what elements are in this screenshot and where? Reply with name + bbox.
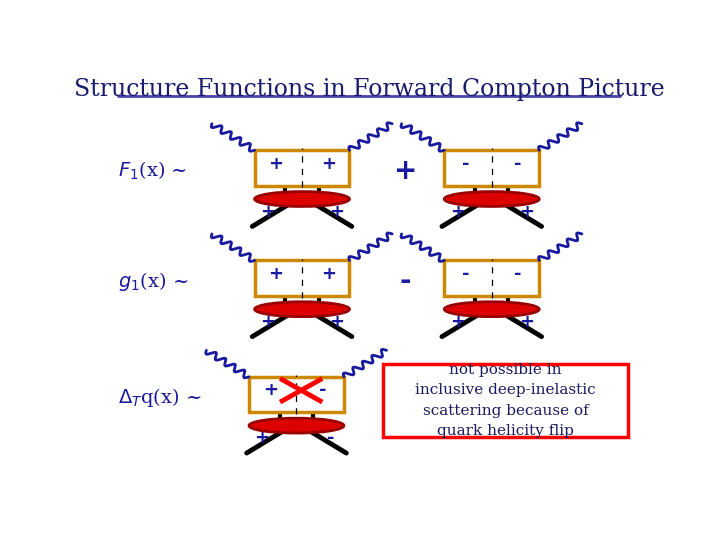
- Ellipse shape: [444, 192, 539, 206]
- Ellipse shape: [444, 302, 539, 316]
- Text: +: +: [449, 202, 464, 220]
- Text: +: +: [320, 265, 336, 283]
- Text: +: +: [329, 202, 344, 220]
- Text: +: +: [519, 202, 534, 220]
- Text: not possible in
inclusive deep-inelastic
scattering because of
quark helicity fl: not possible in inclusive deep-inelastic…: [415, 363, 596, 438]
- Text: +: +: [260, 202, 275, 220]
- Text: -: -: [328, 429, 335, 447]
- Text: +: +: [394, 157, 417, 185]
- Text: +: +: [263, 381, 278, 399]
- Ellipse shape: [255, 302, 349, 316]
- Text: $F_{1}$(x) ~: $F_{1}$(x) ~: [118, 160, 187, 182]
- Text: +: +: [320, 154, 336, 173]
- Bar: [255, 150, 349, 186]
- Bar: [444, 150, 539, 186]
- Bar: [255, 260, 349, 296]
- Text: +: +: [269, 265, 284, 283]
- Ellipse shape: [249, 418, 344, 433]
- Text: +: +: [269, 154, 284, 173]
- Text: -: -: [462, 265, 469, 283]
- Text: $Δ_{T}$q(x) ~: $Δ_{T}$q(x) ~: [118, 386, 202, 409]
- Text: +: +: [329, 313, 344, 330]
- Bar: [383, 364, 629, 437]
- Text: -: -: [319, 381, 326, 399]
- Text: +: +: [254, 429, 269, 447]
- Text: -: -: [514, 265, 521, 283]
- Text: +: +: [260, 313, 275, 330]
- Text: -: -: [514, 154, 521, 173]
- Bar: [249, 377, 344, 412]
- Text: $g_{1}$(x) ~: $g_{1}$(x) ~: [118, 269, 188, 293]
- Text: Structure Functions in Forward Compton Picture: Structure Functions in Forward Compton P…: [73, 78, 665, 101]
- Bar: [444, 260, 539, 296]
- Text: -: -: [400, 267, 411, 295]
- Text: -: -: [462, 154, 469, 173]
- Ellipse shape: [255, 192, 349, 206]
- Text: +: +: [519, 313, 534, 330]
- Text: +: +: [449, 313, 464, 330]
